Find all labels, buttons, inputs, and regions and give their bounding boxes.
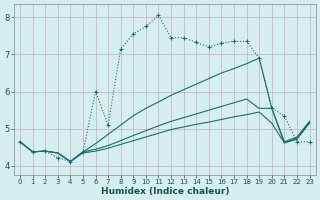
X-axis label: Humidex (Indice chaleur): Humidex (Indice chaleur): [100, 187, 229, 196]
